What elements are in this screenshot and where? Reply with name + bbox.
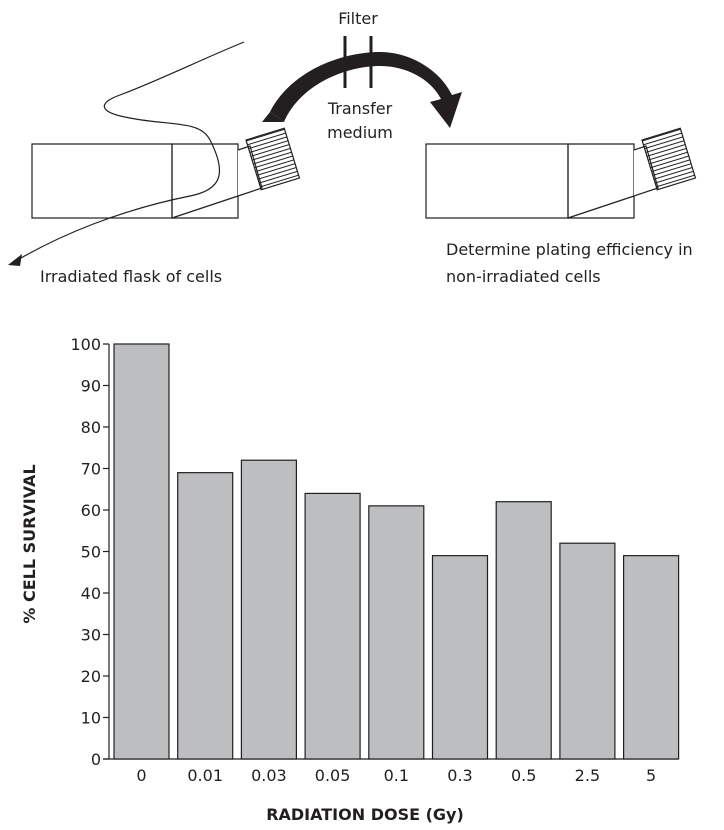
y-tick-label: 30 <box>81 626 101 645</box>
transfer-arrow <box>270 52 462 128</box>
x-tick-label: 0.3 <box>447 766 472 785</box>
irradiation-arrowhead <box>8 254 22 266</box>
x-axis: 0 0.01 0.03 0.05 0.1 0.3 0.5 2.5 5 <box>103 758 679 785</box>
x-tick-label: 5 <box>646 766 656 785</box>
y-axis: 0 10 20 30 40 50 60 70 80 90 100 <box>70 335 110 769</box>
x-tick-label: 0 <box>136 766 146 785</box>
y-tick-label: 40 <box>81 584 101 603</box>
bar-0.5 <box>495 501 552 760</box>
y-tick-label: 20 <box>81 667 101 686</box>
x-tick-label: 0.05 <box>315 766 351 785</box>
transfer-label-line1: Transfer <box>327 99 393 118</box>
bar-5 <box>622 555 680 760</box>
x-tick-label: 0.01 <box>187 766 223 785</box>
y-tick-label: 100 <box>70 335 101 354</box>
flask-cap-left <box>245 127 301 191</box>
bar-0.03 <box>240 459 297 760</box>
y-tick-label: 70 <box>81 460 101 479</box>
bar-2.5 <box>559 542 616 760</box>
bar-0.1 <box>368 505 425 760</box>
x-tick-label: 0.03 <box>251 766 287 785</box>
x-axis-title: RADIATION DOSE (Gy) <box>266 805 464 824</box>
y-tick-label: 90 <box>81 377 101 396</box>
irradiation-path-line <box>13 41 245 263</box>
bars <box>113 343 680 760</box>
y-tick-label: 0 <box>91 750 101 769</box>
irradiated-flask <box>31 127 301 219</box>
transfer-arrow-tail <box>262 112 284 122</box>
x-tick-label: 2.5 <box>575 766 600 785</box>
y-tick-label: 50 <box>81 543 101 562</box>
bar-0.3 <box>431 555 489 760</box>
transfer-label-line2: medium <box>327 123 393 142</box>
bar-0 <box>113 343 170 760</box>
x-tick-label: 0.5 <box>511 766 536 785</box>
x-tick-label: 0.1 <box>384 766 409 785</box>
determine-label-line1: Determine plating efficiency in <box>446 240 693 259</box>
y-tick-label: 80 <box>81 418 101 437</box>
y-tick-label: 60 <box>81 501 101 520</box>
filter-label: Filter <box>338 9 378 28</box>
flask-cap-right <box>641 127 697 191</box>
bar-0.05 <box>304 492 361 760</box>
y-tick-label: 10 <box>81 709 101 728</box>
non-irradiated-flask <box>425 127 697 219</box>
determine-label-line2: non-irradiated cells <box>446 267 601 286</box>
bar-0.01 <box>177 472 234 760</box>
irradiated-flask-label: Irradiated flask of cells <box>40 267 222 286</box>
y-axis-title: % CELL SURVIVAL <box>20 464 39 623</box>
